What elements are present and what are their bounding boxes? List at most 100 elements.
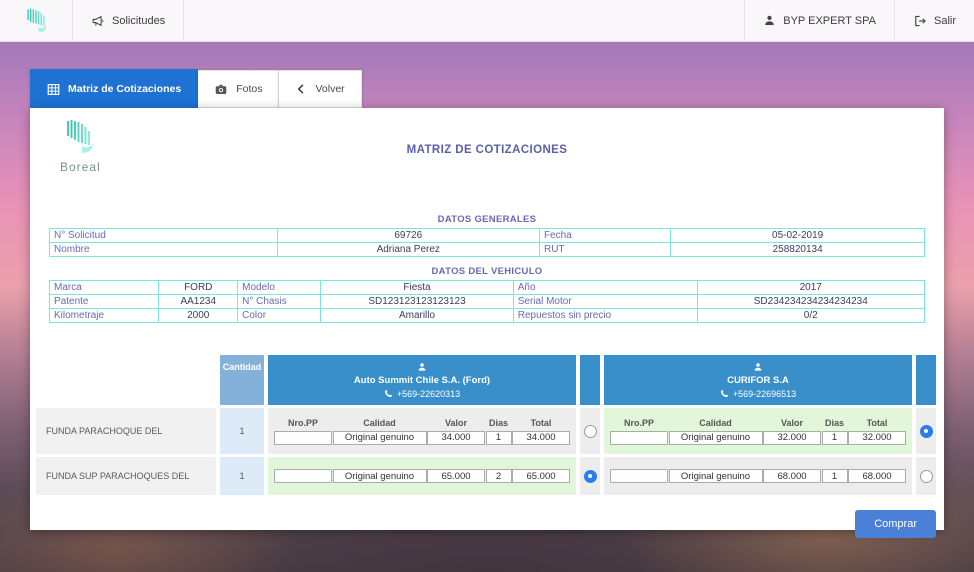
section-title-datos-generales: DATOS GENERALES [437,214,537,225]
field-value: 2017 [696,280,925,295]
dias-label: Dias [488,417,508,428]
nro-pp-input[interactable] [610,469,668,483]
matrix-corner-spacer [36,355,216,405]
table-grid-icon [47,83,60,95]
part-name: FUNDA PARACHOQUE DEL [36,408,216,454]
nav-solicitudes[interactable]: Solicitudes [73,0,185,41]
field-value: 69726 [276,228,540,243]
boreal-logo-icon [27,8,47,33]
dias-input[interactable] [821,469,848,483]
quote-cell-row2-vendor1 [268,457,576,495]
chevron-left-icon [298,84,304,94]
select-quote-radio-row1-vendor2[interactable] [916,408,936,454]
total-label: Total [866,417,888,428]
quote-cell-row1-vendor1: Nro.PP Calidad Valor Dias Total [268,408,576,454]
dias-input[interactable] [821,430,848,445]
field-label: Repuestos sin precio [512,308,698,323]
nro-pp-input[interactable] [274,469,332,483]
vendor-select-header [916,355,936,405]
radio-icon [583,424,597,438]
nav-user-menu[interactable]: BYP EXPERT SPA [744,0,894,41]
valor-input[interactable] [763,469,821,483]
field-value: SD123123123123123 [320,294,514,309]
navbar-logo[interactable] [0,0,73,41]
select-quote-radio-row2-vendor1[interactable] [580,457,600,495]
quote-column-labels: Nro.PP Calidad Valor Dias Total [610,418,906,428]
datos-vehiculo-table: Marca FORD Modelo Fiesta Año 2017 Patent… [48,280,925,323]
page-title: MATRIZ DE COTIZACIONES [406,144,568,156]
calidad-label: Calidad [699,417,732,428]
calidad-input[interactable] [668,469,763,483]
nro-pp-input[interactable] [274,430,332,445]
nav-logout[interactable]: Salir [893,0,974,41]
tab-volver[interactable]: Volver [279,70,362,108]
table-row: Marca FORD Modelo Fiesta Año 2017 [48,280,925,295]
quotation-matrix: Cantidad Auto Summit Chile S.A. (Ford) +… [36,355,938,495]
vendor-select-header [580,355,600,405]
field-value: FORD [158,280,239,295]
nro-pp-input[interactable] [610,430,668,445]
vendor-phone-number: +569-22620313 [396,388,461,399]
boreal-brand-name: Boreal [60,160,101,174]
field-label: N° Chasis [237,294,322,309]
megaphone-icon [92,15,104,26]
nav-user-label: BYP EXPERT SPA [783,14,876,27]
tab-fotos-label: Fotos [236,83,263,95]
field-value: SD234234234234234234 [696,294,925,309]
field-label: Patente [48,294,160,309]
quotation-card: Boreal MATRIZ DE COTIZACIONES DATOS GENE… [30,108,944,538]
valor-input[interactable] [427,469,485,483]
tab-volver-label: Volver [315,83,345,95]
vendor-phone: +569-22696513 [720,389,796,399]
total-input[interactable] [512,469,570,483]
navbar-spacer [184,0,744,41]
dias-label: Dias [824,417,844,428]
field-label: Fecha [538,228,672,243]
dias-input[interactable] [485,430,512,445]
field-value: Adriana Perez [276,242,540,257]
total-input[interactable] [848,430,906,445]
calidad-input[interactable] [668,430,763,445]
select-quote-radio-row1-vendor1[interactable] [580,408,600,454]
valor-input[interactable] [763,430,821,445]
field-value: Amarillo [320,308,514,323]
field-label: Marca [48,280,160,295]
sign-out-icon [915,15,926,26]
nro-pp-label: Nro.PP [287,417,318,428]
tab-fotos[interactable]: Fotos [198,70,280,108]
user-icon [418,362,426,371]
tab-matriz-cotizaciones[interactable]: Matriz de Cotizaciones [30,69,199,109]
cantidad-header: Cantidad [220,355,264,405]
radio-icon [583,469,597,483]
boreal-brand: Boreal [60,118,130,174]
table-row: Nombre Adriana Perez RUT 258820134 [49,242,925,257]
valor-label: Valor [780,417,803,428]
part-qty: 1 [220,408,264,454]
part-name: FUNDA SUP PARACHOQUES DEL [36,457,216,495]
valor-input[interactable] [427,430,485,445]
field-label: Kilometraje [48,308,160,323]
part-qty: 1 [220,457,264,495]
valor-label: Valor [444,417,467,428]
vendor-phone: +569-22620313 [384,389,460,399]
user-icon [754,362,762,371]
total-input[interactable] [848,469,906,483]
field-value: AA1234 [158,294,239,309]
table-row: Patente AA1234 N° Chasis SD1231231231231… [48,294,925,309]
vendor-header-auto-summit: Auto Summit Chile S.A. (Ford) +569-22620… [268,355,576,405]
field-label: Nombre [49,242,278,257]
calidad-input[interactable] [332,469,427,483]
comprar-button[interactable]: Comprar [855,510,936,538]
vendor-name: Auto Summit Chile S.A. (Ford) [353,374,491,386]
dias-input[interactable] [485,469,512,483]
tab-bar: Matriz de Cotizaciones Fotos Volver [30,69,362,109]
vendor-name: CURIFOR S.A [727,374,789,386]
radio-icon [919,424,933,438]
field-label: N° Solicitud [49,228,278,243]
calidad-input[interactable] [332,430,427,445]
select-quote-radio-row2-vendor2[interactable] [916,457,936,495]
total-input[interactable] [512,430,570,445]
total-label: Total [530,417,552,428]
nav-logout-label: Salir [933,14,956,27]
field-label: Color [237,308,322,323]
